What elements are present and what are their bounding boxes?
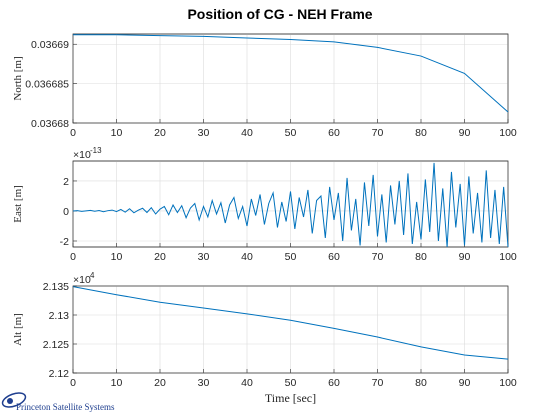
y-axis-label: North [m]: [12, 56, 24, 100]
y-exponent-base: ×10: [73, 149, 91, 161]
x-tick-label: 80: [415, 377, 427, 389]
x-tick-label: 10: [111, 377, 123, 389]
x-tick-label: 90: [459, 377, 471, 389]
x-tick-label: 30: [198, 377, 210, 389]
y-exponent-base: ×10: [73, 274, 91, 286]
y-axis-label: Alt [m]: [12, 313, 24, 346]
x-tick-label: 40: [241, 377, 253, 389]
y-tick-label: -2: [60, 236, 69, 248]
x-tick-label: 40: [241, 251, 253, 263]
data-line: [73, 34, 509, 113]
x-tick-label: 70: [372, 127, 384, 139]
x-tick-label: 20: [154, 377, 166, 389]
y-tick-label: 0.03668: [31, 118, 69, 130]
x-tick-label: 100: [499, 127, 517, 139]
x-tick-label: 20: [154, 251, 166, 263]
data-line: [72, 286, 509, 360]
x-tick-label: 100: [499, 251, 517, 263]
x-tick-label: 80: [415, 251, 427, 263]
x-tick-label: 60: [328, 251, 340, 263]
data-line: [72, 162, 509, 248]
x-axis-label: Time [sec]: [265, 391, 316, 405]
y-tick-label: 2: [63, 176, 69, 188]
y-axis-label: East [m]: [12, 185, 24, 223]
x-tick-label: 50: [285, 251, 297, 263]
logo-text: Princeton Satellite Systems: [16, 402, 115, 412]
x-tick-label: 70: [372, 377, 384, 389]
x-tick-label: 20: [154, 127, 166, 139]
axes-frame: [72, 160, 509, 248]
y-exponent-power: -13: [90, 146, 102, 155]
x-tick-label: 10: [111, 127, 123, 139]
y-tick-label: 2.13: [49, 310, 70, 322]
x-tick-label: 50: [285, 127, 297, 139]
x-tick-label: 70: [372, 251, 384, 263]
y-tick-label: 0.03669: [31, 39, 69, 51]
axes-frame: [72, 285, 509, 374]
x-tick-label: 100: [499, 377, 517, 389]
x-tick-label: 50: [285, 377, 297, 389]
x-tick-label: 30: [198, 251, 210, 263]
x-tick-label: 60: [328, 377, 340, 389]
x-tick-label: 80: [415, 127, 427, 139]
y-tick-label: 0.036685: [25, 79, 69, 91]
x-tick-label: 0: [70, 127, 76, 139]
x-tick-label: 30: [198, 127, 210, 139]
x-tick-label: 10: [111, 251, 123, 263]
y-tick-label: 0: [63, 206, 69, 218]
x-tick-label: 0: [70, 377, 76, 389]
y-tick-label: 2.125: [43, 339, 69, 351]
x-tick-label: 60: [328, 127, 340, 139]
x-tick-label: 0: [70, 251, 76, 263]
x-tick-label: 90: [459, 251, 471, 263]
axes-frame: [72, 33, 509, 124]
logo: Princeton Satellite Systems: [1, 392, 115, 412]
y-exponent-power: 4: [90, 271, 95, 280]
y-tick-label: 2.135: [43, 281, 69, 293]
figure-title: Position of CG - NEH Frame: [187, 6, 372, 22]
x-tick-label: 40: [241, 127, 253, 139]
x-tick-label: 90: [459, 127, 471, 139]
y-tick-label: 2.12: [49, 368, 70, 380]
